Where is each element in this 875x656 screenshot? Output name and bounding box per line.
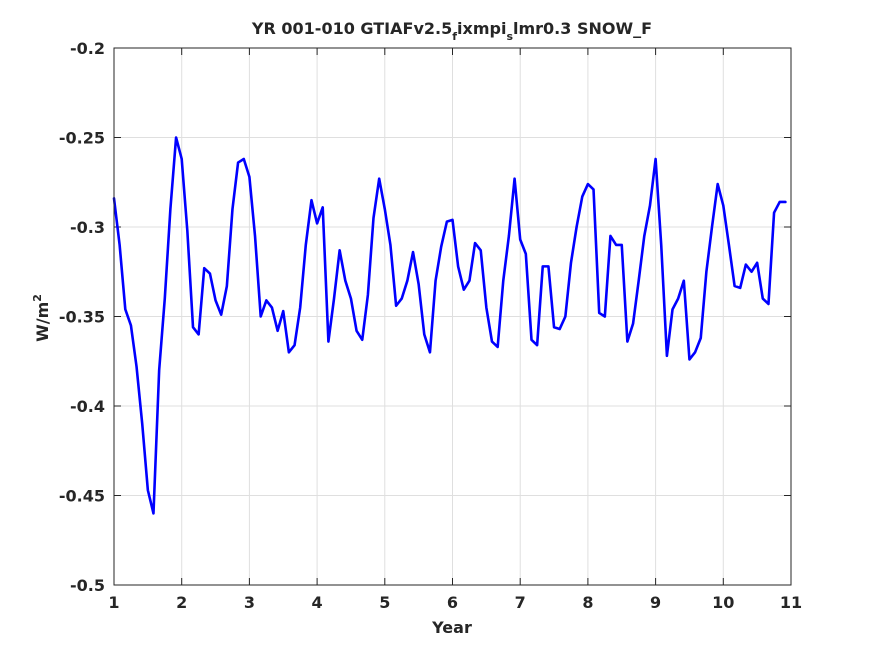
y-tick-label: -0.45 <box>59 487 105 506</box>
x-tick-label: 3 <box>244 593 255 612</box>
x-tick-label: 11 <box>780 593 802 612</box>
y-axis-label-base: W/m <box>33 302 52 342</box>
x-tick-label: 2 <box>176 593 187 612</box>
title-part-end: lmr0.3 SNOW_F <box>513 19 652 38</box>
x-tick-label: 10 <box>712 593 734 612</box>
x-axis-label: Year <box>431 618 472 637</box>
y-axis-label-superscript: 2 <box>31 294 44 302</box>
y-tick-label: -0.5 <box>70 576 105 595</box>
x-tick-label: 4 <box>312 593 323 612</box>
chart-title: YR 001-010 GTIAFv2.5fixmpislmr0.3 SNOW_F <box>251 19 652 43</box>
y-tick-label: -0.4 <box>70 397 105 416</box>
y-tick-labels: -0.5 -0.45 -0.4 -0.35 -0.3 -0.25 -0.2 <box>59 39 105 595</box>
y-tick-label: -0.25 <box>59 129 105 148</box>
y-tick-label: -0.2 <box>70 39 105 58</box>
x-tick-label: 7 <box>515 593 526 612</box>
y-tick-label: -0.3 <box>70 218 105 237</box>
title-subscript-2: s <box>506 30 513 43</box>
title-part-main: YR 001-010 GTIAFv2.5 <box>251 19 452 38</box>
x-tick-labels: 1 2 3 4 5 6 7 8 9 10 11 <box>108 593 802 612</box>
title-part-mid: ixmpi <box>457 19 506 38</box>
x-tick-label: 6 <box>447 593 458 612</box>
x-tick-label: 5 <box>379 593 390 612</box>
series-line <box>112 136 787 515</box>
x-tick-label: 8 <box>582 593 593 612</box>
x-tick-label: 1 <box>108 593 119 612</box>
series-group <box>112 136 787 515</box>
y-axis-label: W/m2 <box>31 294 52 342</box>
title-subscript-1: f <box>452 30 457 43</box>
y-tick-label: -0.35 <box>59 308 105 327</box>
x-tick-label: 9 <box>650 593 661 612</box>
axes-box <box>113 47 792 586</box>
